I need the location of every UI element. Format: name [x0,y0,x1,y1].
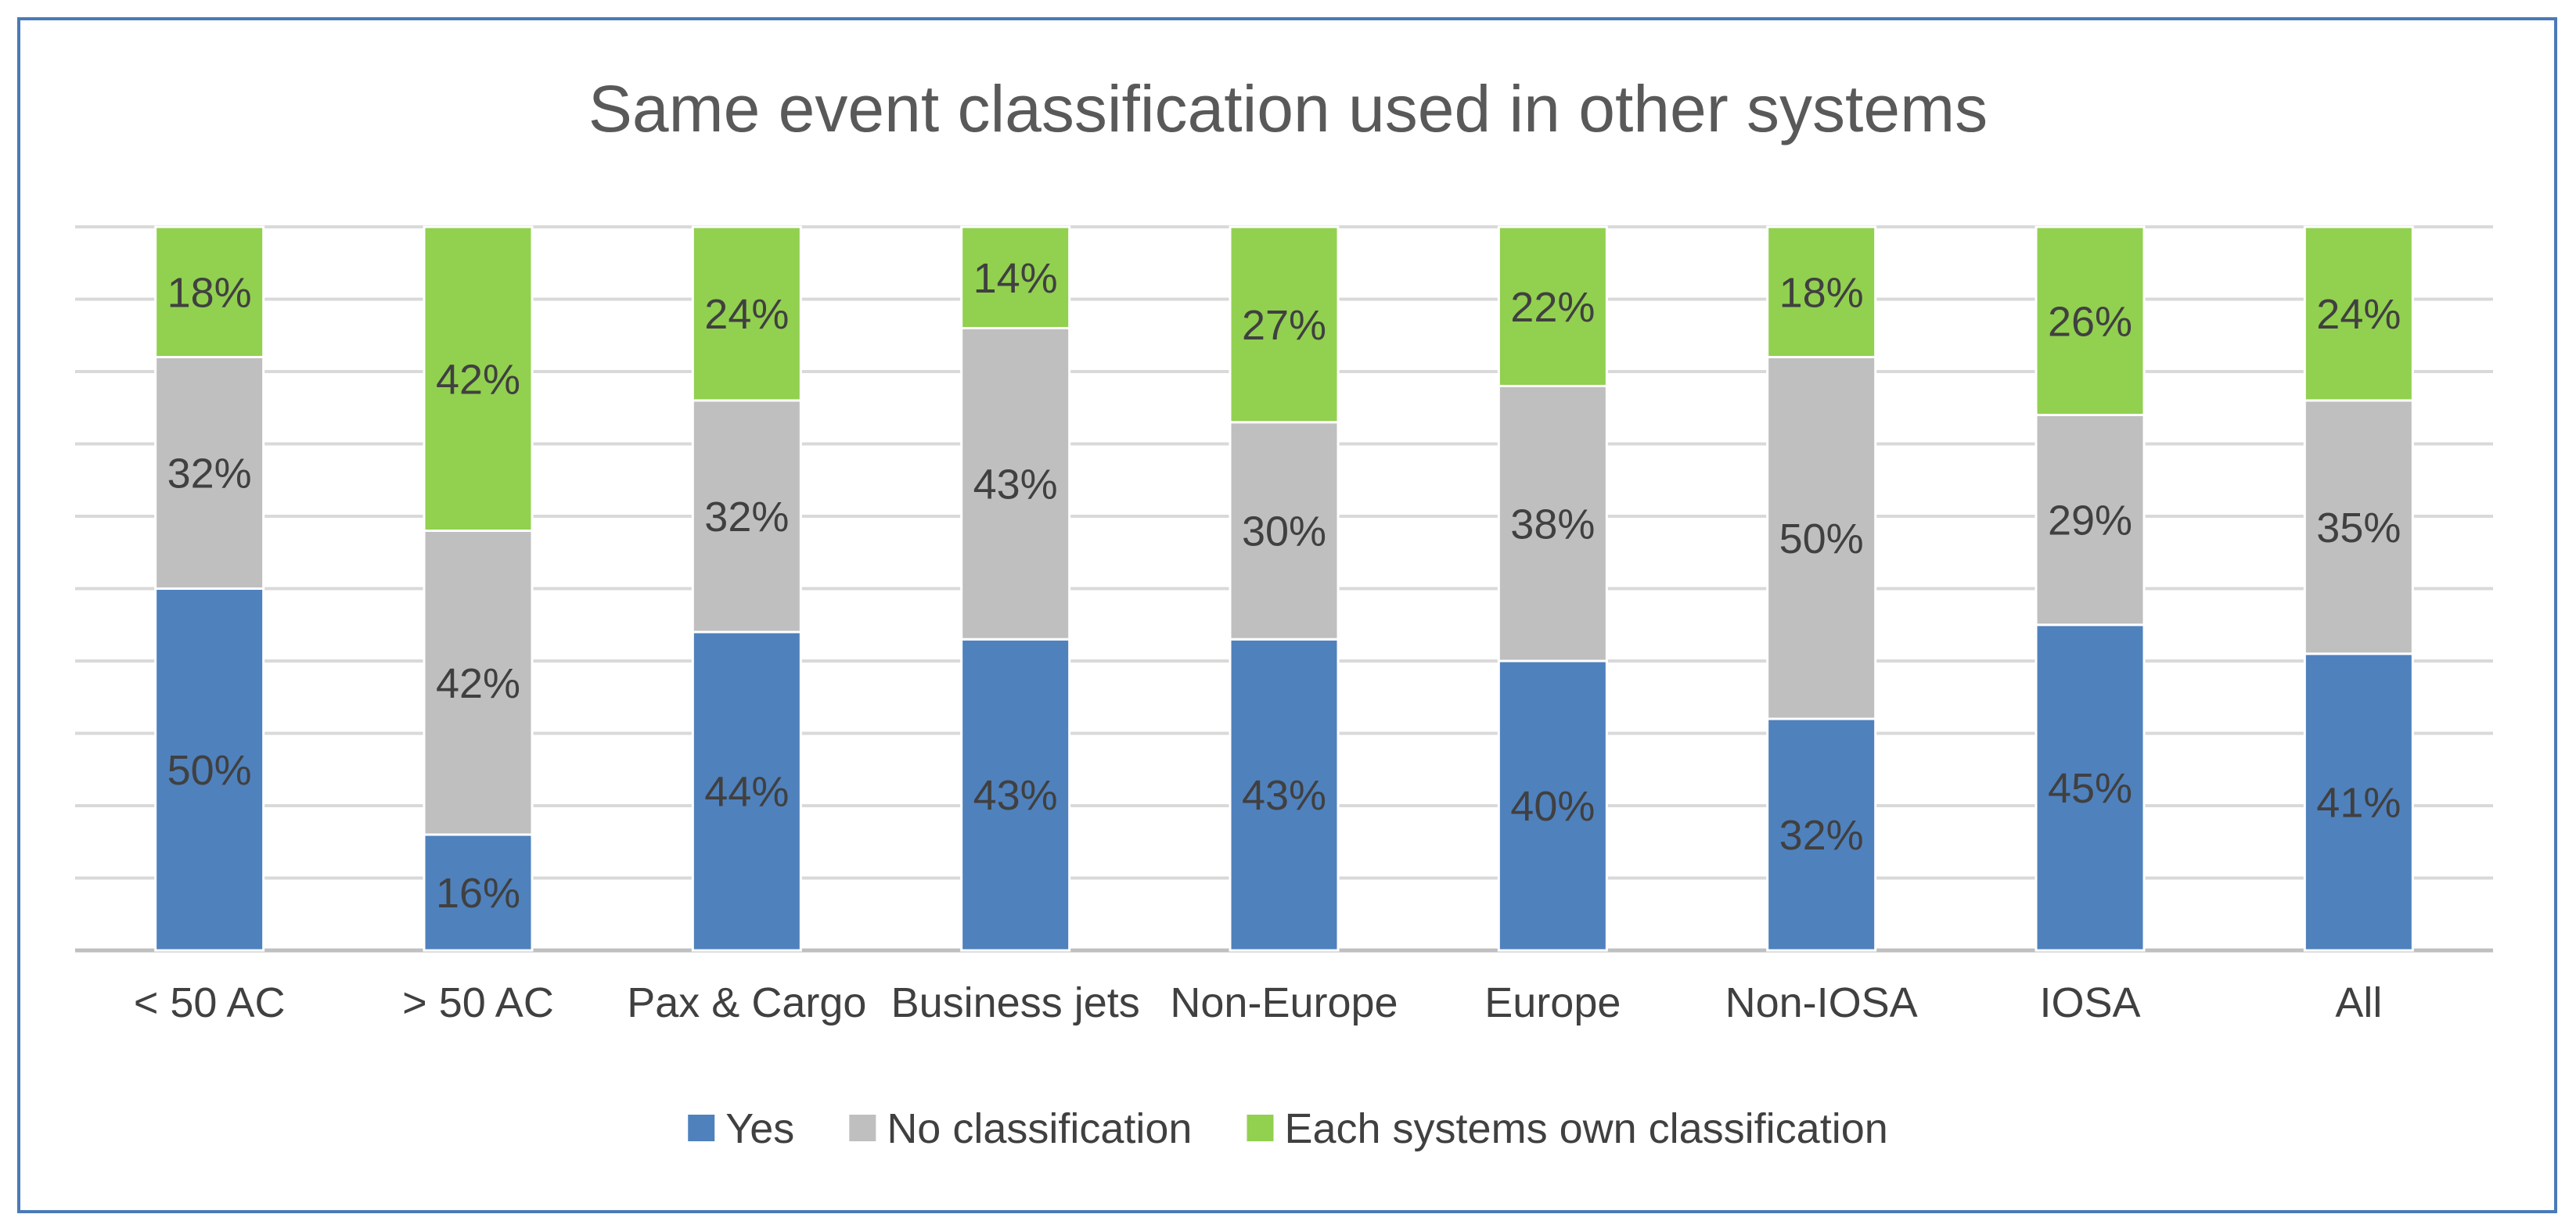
legend-label: No classification [887,1105,1192,1152]
bar-segment [2035,623,2146,952]
data-label: 32% [167,451,252,497]
data-label: 41% [2316,779,2401,826]
data-label: 50% [1779,515,1864,562]
data-label: 42% [436,356,520,403]
data-labels: 50% 32% 18% 16% 42% 42% 44% 32% 24% 43% 43% 14% 43% 3… [167,255,2402,917]
x-tick-label: All [2335,979,2382,1026]
bar-segment [1766,356,1877,720]
x-tick-label: Pax & Cargo [627,979,866,1026]
bar-segment [423,833,534,952]
data-label: 44% [704,769,789,816]
legend-swatch [688,1115,715,1141]
bar-segment [691,399,802,634]
bar-segment [960,327,1071,641]
bar-segment [2035,225,2146,416]
bar-segment [2035,414,2146,627]
bar-segment [154,225,265,358]
data-label: 22% [1510,284,1595,331]
data-label: 32% [1779,812,1864,859]
legend-label: Each systems own classification [1284,1105,1887,1152]
data-label: 24% [704,291,789,338]
data-label: 27% [1242,302,1326,349]
bar-segment [2303,225,2414,402]
legend: Yes No classification Each systems own cla… [688,1105,1888,1152]
data-label: 43% [1242,772,1326,819]
x-tick-label: > 50 AC [402,979,554,1026]
data-label: 16% [436,870,520,917]
data-label: 42% [436,660,520,707]
data-label: 50% [167,747,252,794]
legend-swatch [849,1115,876,1141]
data-label: 35% [2316,505,2401,551]
bar-segment [154,587,265,952]
x-tick-label: Europe [1484,979,1621,1026]
chart-title: Same event classification used in other … [588,72,1988,145]
data-label: 18% [167,269,252,316]
data-label: 14% [973,255,1058,302]
x-tick-label: Non-IOSA [1725,979,1918,1026]
bar-segment [2303,399,2414,656]
data-label: 29% [2048,497,2132,544]
bar-segment [154,356,265,590]
bar-segment [691,630,802,952]
data-label: 45% [2048,765,2132,812]
data-label: 40% [1510,783,1595,830]
x-tick-label: Non-Europe [1170,979,1398,1026]
data-label: 38% [1510,501,1595,548]
bar-segment [960,225,1071,329]
bar-segment [1229,421,1340,641]
data-label: 24% [2316,291,2401,338]
data-label: 43% [973,772,1058,819]
legend-swatch [1247,1115,1274,1141]
bar-segment [960,638,1071,952]
x-axis: < 50 AC > 50 AC Pax & Cargo Business jets No… [134,979,2382,1026]
bars [154,225,2414,952]
bar-segment [423,225,534,532]
data-label: 32% [704,494,789,541]
data-label: 26% [2048,298,2132,345]
x-tick-label: < 50 AC [134,979,286,1026]
bar-segment [1497,225,1608,387]
data-label: 30% [1242,508,1326,555]
data-label: 43% [973,461,1058,508]
x-tick-label: IOSA [2039,979,2140,1026]
x-tick-label: Business jets [891,979,1140,1026]
bar-segment [691,225,802,402]
data-label: 18% [1779,269,1864,316]
legend-label: Yes [725,1105,794,1152]
bar-segment [1229,225,1340,424]
bar-segment [1766,717,1877,952]
bar-segment [1497,385,1608,663]
bar-segment [1766,225,1877,358]
